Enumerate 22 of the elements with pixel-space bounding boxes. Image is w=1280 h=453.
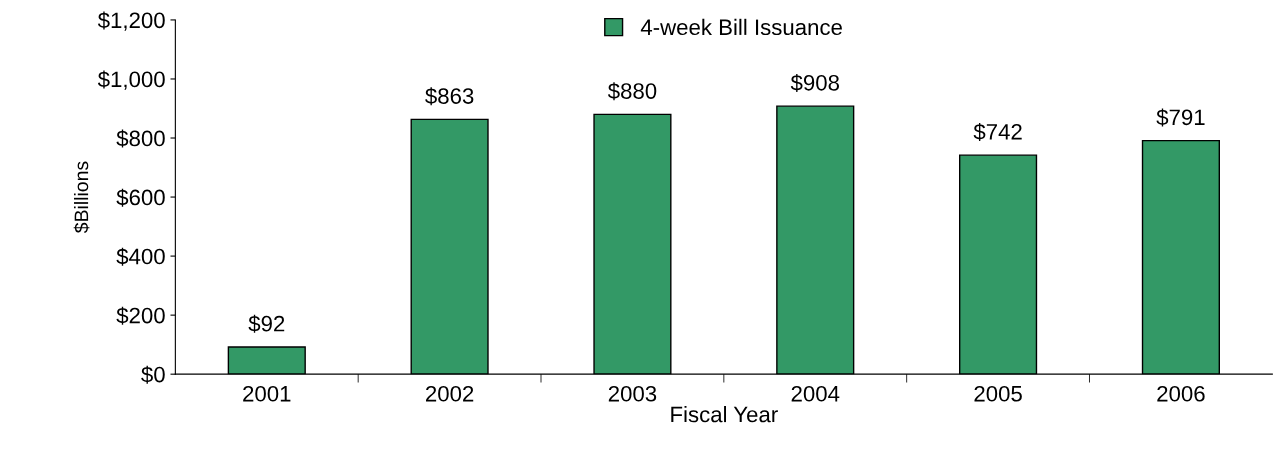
legend-label: 4-week Bill Issuance bbox=[640, 18, 842, 36]
y-tick-label: $800 bbox=[116, 129, 165, 148]
y-axis-title: $Billions bbox=[73, 161, 90, 234]
y-tick-label: $0 bbox=[141, 365, 165, 384]
data-label: $880 bbox=[607, 82, 657, 101]
x-tick-label: 2001 bbox=[243, 385, 291, 402]
y-tick-label: $600 bbox=[116, 188, 165, 207]
x-tick-label: 2005 bbox=[974, 385, 1022, 402]
y-tick-label: $1,200 bbox=[97, 11, 165, 31]
x-tick-label: 2006 bbox=[1157, 385, 1205, 402]
y-tick-label: $200 bbox=[116, 306, 165, 325]
data-label: $92 bbox=[248, 314, 285, 333]
data-label: $791 bbox=[1156, 108, 1205, 127]
data-label: $908 bbox=[790, 73, 840, 92]
x-axis-title: Fiscal Year bbox=[671, 406, 778, 423]
x-tick-label: 2004 bbox=[791, 385, 840, 402]
x-tick-label: 2002 bbox=[426, 385, 474, 402]
data-label: $863 bbox=[425, 87, 474, 106]
y-tick-label: $1,000 bbox=[97, 70, 165, 90]
x-tick-label: 2003 bbox=[608, 385, 657, 402]
y-tick-label: $400 bbox=[116, 247, 165, 266]
data-label: $742 bbox=[973, 122, 1022, 141]
